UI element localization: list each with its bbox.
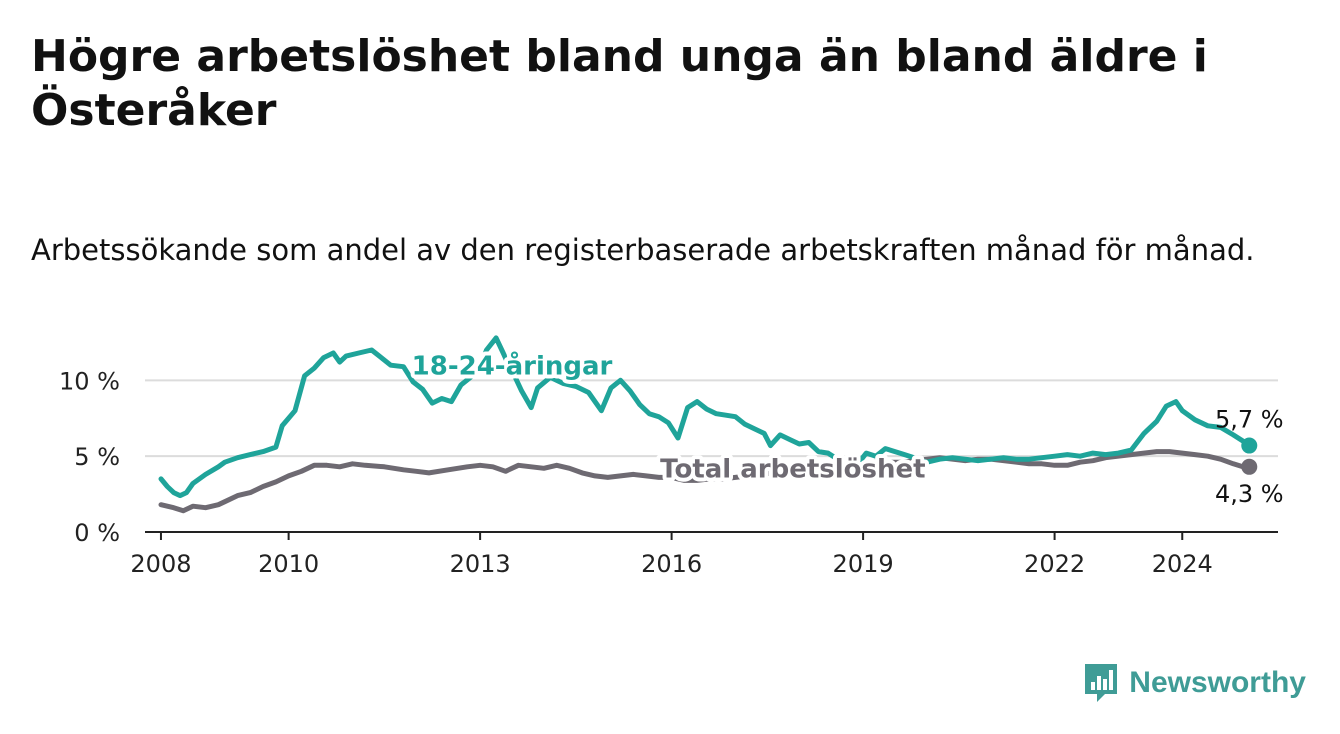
page-title: Högre arbetslöshet bland unga än bland ä… bbox=[31, 31, 1208, 136]
x-tick-label: 2024 bbox=[1152, 550, 1213, 578]
newsworthy-logo-icon bbox=[1085, 664, 1118, 702]
series-line-total bbox=[158, 449, 1252, 514]
y-tick-label: 0 % bbox=[74, 519, 120, 547]
newsworthy-logo: Newsworthy bbox=[1083, 662, 1306, 704]
series-line-youth bbox=[158, 335, 1252, 499]
chart-subtitle: Arbetssökande som andel av den registerb… bbox=[31, 233, 1255, 267]
end-label-youth: 5,7 % bbox=[1215, 406, 1284, 434]
y-tick-label: 10 % bbox=[59, 367, 120, 395]
x-tick-label: 2013 bbox=[450, 550, 511, 578]
series-labels: 5,7 %4,3 %18-24-åringar18-24-åringarTota… bbox=[408, 345, 1284, 508]
brand-name: Newsworthy bbox=[1129, 666, 1306, 699]
series-lines bbox=[158, 335, 1258, 514]
series-end-point bbox=[1241, 458, 1258, 475]
end-label-total: 4,3 % bbox=[1215, 480, 1284, 508]
series-end-point bbox=[1241, 437, 1258, 454]
y-tick-label: 5 % bbox=[74, 443, 120, 471]
x-axis: 2008 2010 2013 2016 2019 2022 2024 bbox=[130, 531, 1278, 578]
annotation-total: Total arbetslöshet bbox=[660, 454, 925, 484]
x-tick-label: 2019 bbox=[833, 550, 894, 578]
x-tick-label: 2008 bbox=[130, 550, 191, 578]
x-tick-label: 2010 bbox=[258, 550, 319, 578]
annotation-youth-halo: 18-24-åringar bbox=[412, 349, 613, 381]
x-tick-label: 2016 bbox=[641, 550, 702, 578]
x-tick-label: 2022 bbox=[1024, 550, 1085, 578]
annotation-youth: 18-24-åringar bbox=[412, 349, 613, 381]
annotation-total-halo: Total arbetslöshet bbox=[660, 454, 925, 484]
